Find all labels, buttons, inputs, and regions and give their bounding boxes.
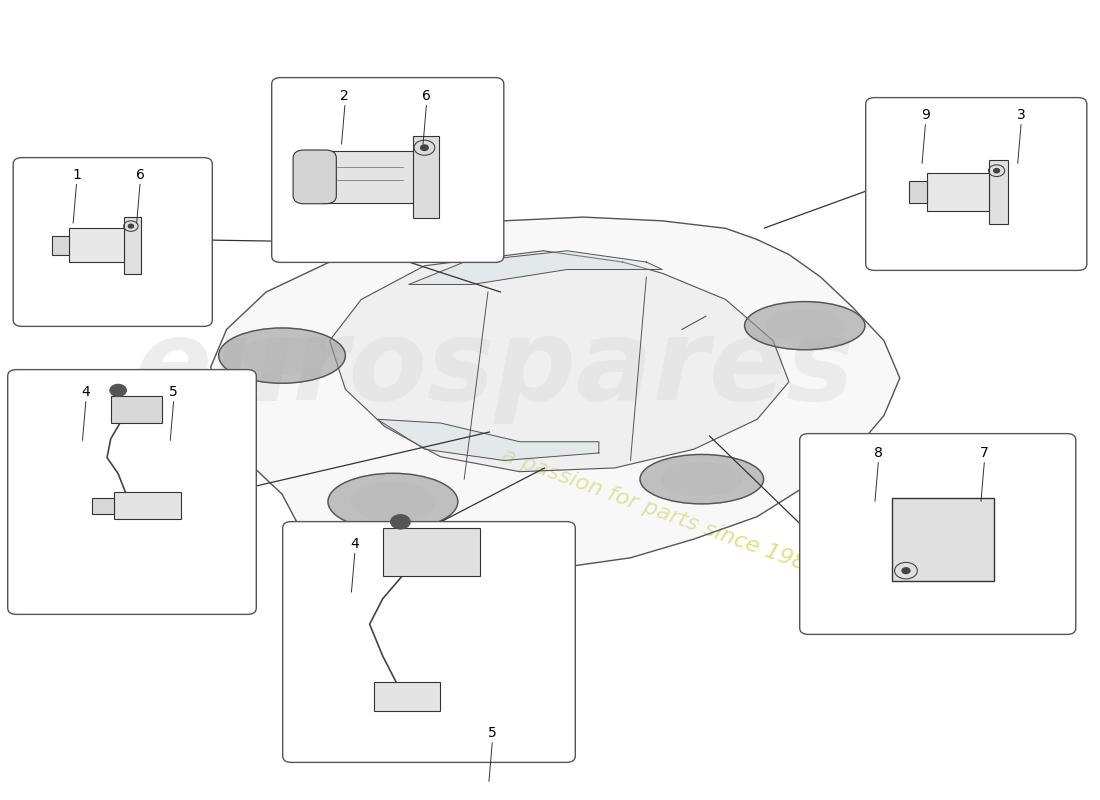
Circle shape (420, 145, 428, 150)
FancyBboxPatch shape (13, 158, 212, 326)
Bar (53, 236, 69, 254)
Ellipse shape (219, 328, 345, 383)
Bar (909, 182, 927, 202)
Text: 9: 9 (921, 108, 929, 122)
Text: 6: 6 (135, 168, 144, 182)
FancyBboxPatch shape (272, 78, 504, 262)
Ellipse shape (640, 454, 763, 504)
FancyBboxPatch shape (283, 522, 575, 762)
Text: 6: 6 (422, 89, 431, 103)
Polygon shape (211, 217, 900, 573)
Ellipse shape (241, 338, 323, 374)
Bar (412, 136, 439, 218)
Text: 1: 1 (72, 168, 81, 182)
Bar (114, 493, 182, 519)
Bar (124, 217, 141, 274)
Bar (892, 498, 994, 581)
Bar (989, 160, 1008, 224)
Circle shape (390, 514, 410, 529)
Bar (323, 151, 427, 202)
Text: 5: 5 (488, 726, 496, 740)
Bar (374, 682, 440, 710)
Text: a passion for parts since 1985: a passion for parts since 1985 (498, 445, 822, 579)
Bar (927, 174, 989, 210)
Text: 8: 8 (873, 446, 882, 460)
Polygon shape (377, 419, 598, 461)
Ellipse shape (661, 463, 743, 495)
Text: 5: 5 (169, 386, 178, 399)
Ellipse shape (766, 310, 844, 342)
FancyBboxPatch shape (800, 434, 1076, 634)
Ellipse shape (328, 474, 458, 530)
FancyBboxPatch shape (293, 150, 337, 204)
Polygon shape (409, 250, 662, 285)
Ellipse shape (351, 483, 436, 520)
FancyBboxPatch shape (866, 98, 1087, 270)
Circle shape (902, 568, 910, 574)
Text: 7: 7 (980, 446, 989, 460)
Polygon shape (330, 250, 789, 472)
Bar (111, 396, 163, 422)
Text: eurospares: eurospares (135, 313, 855, 423)
Circle shape (110, 385, 126, 396)
Bar (383, 528, 480, 576)
Circle shape (993, 169, 1000, 173)
Bar (92, 498, 114, 514)
Text: 2: 2 (341, 89, 349, 103)
Bar (69, 229, 124, 262)
Text: 3: 3 (1016, 108, 1025, 122)
Ellipse shape (745, 302, 865, 350)
Text: 4: 4 (351, 537, 359, 551)
FancyBboxPatch shape (8, 370, 256, 614)
Circle shape (129, 224, 133, 228)
Text: 4: 4 (81, 386, 90, 399)
